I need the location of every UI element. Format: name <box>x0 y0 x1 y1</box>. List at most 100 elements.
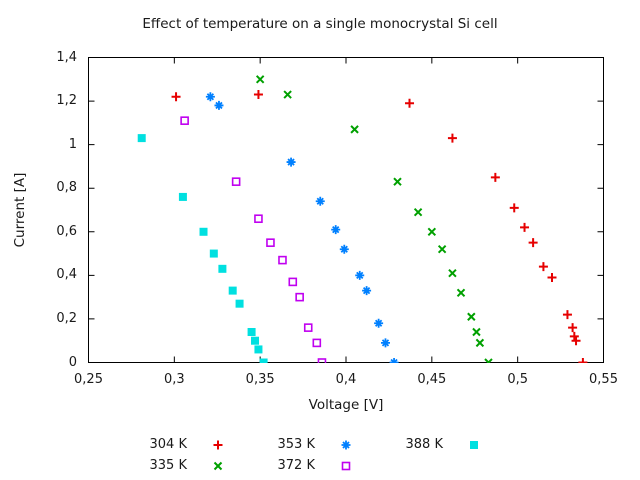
data-point-marker <box>266 238 275 247</box>
x-tick-label: 0,25 <box>74 372 103 387</box>
data-point-marker <box>228 286 237 295</box>
legend-marker-star-icon <box>341 440 351 449</box>
data-point-marker <box>331 225 341 235</box>
plot-canvas <box>88 57 604 363</box>
legend-item-372-k: 372 K <box>263 457 377 474</box>
plot-border <box>88 57 604 363</box>
y-tick-label: 1 <box>68 136 77 152</box>
data-point-marker <box>389 358 399 363</box>
data-point-marker <box>569 331 579 341</box>
plot-area <box>88 57 604 363</box>
data-point-marker <box>405 98 415 108</box>
data-point-marker <box>214 100 224 110</box>
series-388-k <box>137 134 268 363</box>
legend-item-304-k: 304 K <box>135 436 249 453</box>
data-point-marker <box>253 90 263 100</box>
legend-label: 304 K <box>149 437 187 452</box>
chart-title: Effect of temperature on a single monocr… <box>142 16 498 32</box>
data-point-marker <box>235 299 244 308</box>
data-point-marker <box>247 328 256 336</box>
data-point-marker <box>448 268 457 278</box>
legend-marker-plus-icon <box>213 440 223 449</box>
x-tick-label: 0,5 <box>507 372 528 387</box>
data-point-marker <box>470 440 478 449</box>
data-point-marker <box>350 125 359 134</box>
data-point-marker <box>528 238 538 248</box>
data-point-marker <box>341 461 351 470</box>
data-point-marker <box>286 157 296 167</box>
legend-marker-cross-icon <box>213 461 223 470</box>
legend-item-388-k: 388 K <box>391 436 505 453</box>
data-point-marker <box>568 323 578 333</box>
x-tick-label: 0,55 <box>589 372 618 387</box>
legend: 304 K 335 K 353 K 372 K 388 K <box>0 436 640 474</box>
x-tick-label: 0,45 <box>417 372 447 387</box>
data-point-marker <box>231 177 241 186</box>
data-point-marker <box>137 134 146 143</box>
data-point-marker <box>571 336 581 346</box>
data-point-marker <box>199 227 208 236</box>
data-point-marker <box>283 90 292 99</box>
data-point-marker <box>490 172 500 182</box>
data-point-marker <box>171 92 181 102</box>
legend-label: 388 K <box>405 437 443 452</box>
data-point-marker <box>288 277 298 287</box>
data-point-marker <box>538 262 548 272</box>
data-point-marker <box>413 207 423 217</box>
data-point-marker <box>475 338 485 348</box>
data-point-marker <box>205 92 215 102</box>
data-point-marker <box>213 461 223 470</box>
data-point-marker <box>278 255 287 265</box>
legend-label: 372 K <box>277 458 315 473</box>
x-tick-label: 0,35 <box>245 372 275 387</box>
data-point-marker <box>255 75 265 84</box>
legend-item-335-k: 335 K <box>135 457 249 474</box>
y-tick-label: 0 <box>68 354 77 370</box>
y-tick-label: 0,4 <box>56 267 77 283</box>
y-tick-label: 1,2 <box>56 93 77 109</box>
data-point-marker <box>393 177 402 186</box>
data-point-marker <box>562 310 572 320</box>
legend-grid: 304 K 335 K 353 K 372 K 388 K <box>135 436 505 474</box>
legend-marker-filled-square-icon <box>470 440 478 449</box>
data-point-marker <box>437 245 447 254</box>
data-point-marker <box>484 358 493 363</box>
legend-item-353-k: 353 K <box>263 436 377 453</box>
data-point-marker <box>547 273 557 283</box>
data-point-marker <box>456 288 466 297</box>
x-tick-label: 0,3 <box>163 372 185 387</box>
data-point-marker <box>295 292 304 302</box>
data-point-marker <box>254 345 263 354</box>
data-point-marker <box>259 358 268 363</box>
data-point-marker <box>209 249 218 258</box>
y-tick-label: 0,6 <box>56 223 77 239</box>
data-point-marker <box>312 338 322 348</box>
data-point-marker <box>339 244 349 254</box>
series-353-k <box>205 92 399 363</box>
data-point-marker <box>251 336 260 345</box>
data-point-marker <box>254 214 263 224</box>
legend-marker-open-square-icon <box>341 461 351 470</box>
data-point-marker <box>213 440 223 449</box>
data-point-marker <box>341 440 351 449</box>
series-335-k <box>255 75 493 363</box>
data-point-marker <box>380 338 390 348</box>
x-axis-label: Voltage [V] <box>308 397 384 413</box>
data-point-marker <box>218 264 227 273</box>
data-point-marker <box>467 312 476 321</box>
data-point-marker <box>362 286 372 296</box>
data-point-marker <box>315 196 325 206</box>
data-point-marker <box>374 318 384 328</box>
legend-label: 353 K <box>277 437 315 452</box>
data-point-marker <box>509 203 519 213</box>
y-tick-label: 0,8 <box>56 180 77 196</box>
data-point-marker <box>578 358 588 363</box>
data-point-marker <box>303 323 313 332</box>
data-point-marker <box>180 116 189 125</box>
series-304-k <box>171 90 588 363</box>
x-tick-label: 0,4 <box>335 372 357 387</box>
data-point-marker <box>472 327 481 337</box>
data-point-marker <box>178 192 187 201</box>
data-point-marker <box>355 270 365 280</box>
series-372-k <box>180 116 327 363</box>
